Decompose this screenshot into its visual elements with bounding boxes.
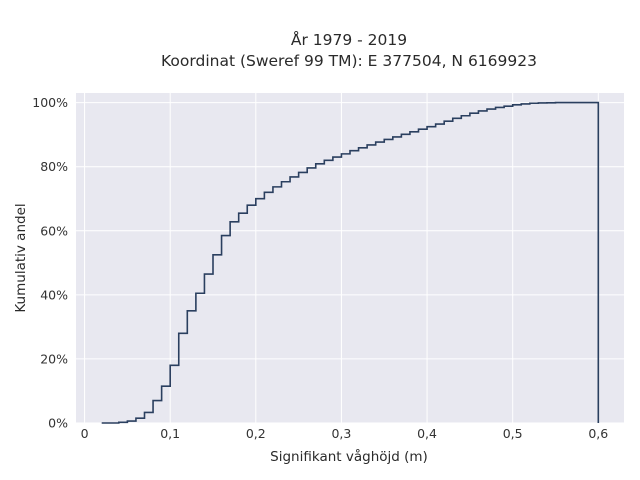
x-tick-label: 0,4 [417, 426, 437, 441]
x-tick-label: 0,5 [503, 426, 523, 441]
y-tick-label: 0% [48, 416, 68, 431]
x-tick-label: 0,1 [160, 426, 180, 441]
y-axis-title: Kumulativ andel [13, 203, 29, 312]
x-tick-label: 0,6 [588, 426, 608, 441]
y-tick-label: 80% [40, 159, 68, 174]
y-tick-label: 40% [40, 287, 68, 302]
y-axis-ticks: 0% 20% 40% 60% 80% 100% [32, 95, 68, 430]
x-axis-title: Signifikant våghöjd (m) [270, 448, 428, 465]
x-tick-label: 0 [81, 426, 89, 441]
plot-background [76, 93, 624, 423]
y-tick-label: 20% [40, 351, 68, 366]
x-tick-label: 0,3 [331, 426, 351, 441]
chart-title-line-1: År 1979 - 2019 [291, 30, 407, 49]
chart-title-line-2: Koordinat (Sweref 99 TM): E 377504, N 61… [161, 52, 537, 70]
x-axis-ticks: 0 0,1 0,2 0,3 0,4 0,5 0,6 [81, 426, 609, 441]
x-tick-label: 0,2 [246, 426, 266, 441]
y-tick-label: 100% [32, 95, 68, 110]
cdf-step-line [101, 101, 600, 424]
y-tick-label: 60% [40, 223, 68, 238]
